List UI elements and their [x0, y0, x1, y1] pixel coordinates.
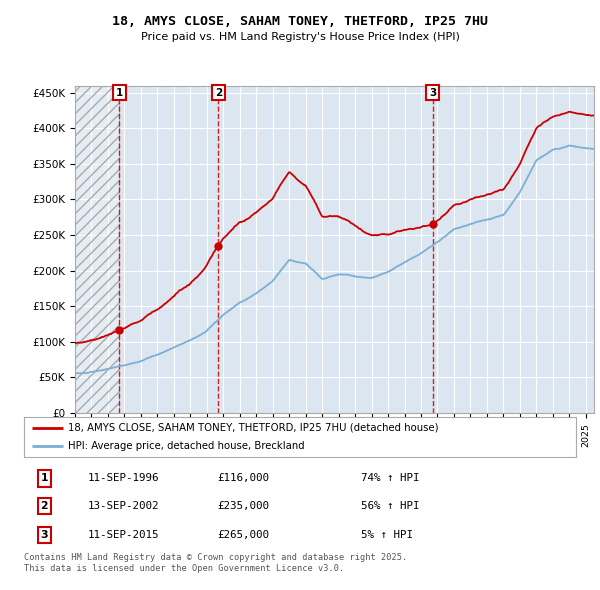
Text: 1: 1	[116, 88, 123, 98]
Text: 11-SEP-2015: 11-SEP-2015	[88, 530, 159, 540]
Text: 56% ↑ HPI: 56% ↑ HPI	[361, 501, 419, 511]
Text: £265,000: £265,000	[217, 530, 269, 540]
Bar	[75, 86, 119, 413]
Text: 18, AMYS CLOSE, SAHAM TONEY, THETFORD, IP25 7HU: 18, AMYS CLOSE, SAHAM TONEY, THETFORD, I…	[112, 15, 488, 28]
Text: 13-SEP-2002: 13-SEP-2002	[88, 501, 159, 511]
Text: HPI: Average price, detached house, Breckland: HPI: Average price, detached house, Brec…	[68, 441, 305, 451]
Text: 5% ↑ HPI: 5% ↑ HPI	[361, 530, 413, 540]
Text: 18, AMYS CLOSE, SAHAM TONEY, THETFORD, IP25 7HU (detached house): 18, AMYS CLOSE, SAHAM TONEY, THETFORD, I…	[68, 423, 439, 433]
Text: £235,000: £235,000	[217, 501, 269, 511]
Text: £116,000: £116,000	[217, 474, 269, 483]
Text: 3: 3	[41, 530, 48, 540]
Text: 1: 1	[41, 474, 48, 483]
Text: 2: 2	[41, 501, 48, 511]
Text: Price paid vs. HM Land Registry's House Price Index (HPI): Price paid vs. HM Land Registry's House …	[140, 32, 460, 42]
Text: Contains HM Land Registry data © Crown copyright and database right 2025.
This d: Contains HM Land Registry data © Crown c…	[24, 553, 407, 573]
Text: 2: 2	[215, 88, 222, 98]
Text: 11-SEP-1996: 11-SEP-1996	[88, 474, 159, 483]
Text: 3: 3	[429, 88, 436, 98]
Bar	[75, 86, 119, 413]
Text: 74% ↑ HPI: 74% ↑ HPI	[361, 474, 419, 483]
